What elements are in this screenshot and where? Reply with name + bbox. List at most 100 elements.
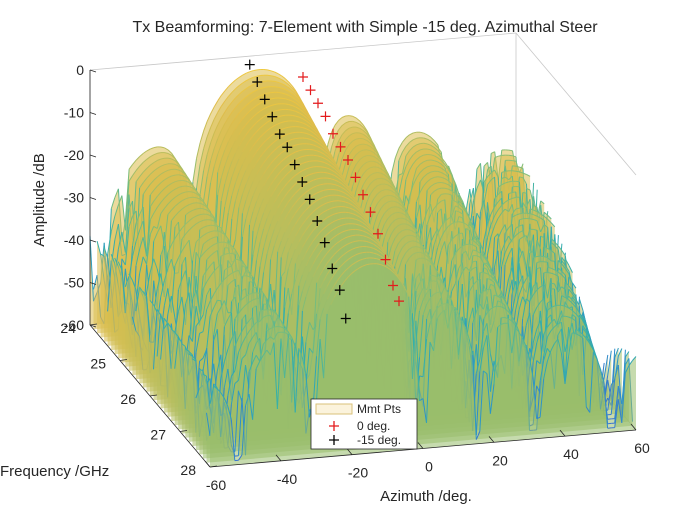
surface-mesh-line — [220, 183, 226, 201]
surface-mesh-line — [359, 120, 364, 126]
surface-mesh-line — [433, 265, 438, 273]
surface-mesh-line — [245, 110, 250, 116]
surface-mesh-line — [302, 111, 307, 116]
surface-mesh-line — [270, 70, 275, 73]
surface-mesh-line — [355, 159, 361, 165]
surface-mesh-line — [302, 168, 307, 172]
surface-mesh-line — [437, 250, 442, 266]
surface-mesh-line — [185, 229, 190, 235]
surface-mesh-line — [494, 209, 499, 217]
surface-mesh-line — [362, 169, 368, 175]
surface-mesh-line — [490, 360, 495, 392]
surface-mesh-line — [263, 218, 268, 230]
surface-mesh-line — [185, 220, 190, 225]
surface-mesh-line — [273, 342, 278, 410]
surface-mesh-line — [320, 196, 325, 200]
surface-mesh-line — [280, 326, 285, 329]
surface-mesh-line — [440, 280, 445, 287]
surface-mesh-line — [188, 182, 194, 186]
surface-mesh-line — [195, 221, 201, 225]
surface-mesh-line — [553, 338, 559, 345]
surface-mesh-line — [352, 213, 356, 216]
surface-mesh-line — [213, 313, 218, 335]
surface-mesh-line — [518, 236, 524, 240]
surface-mesh-line — [429, 293, 435, 299]
surface-mesh-line — [181, 343, 186, 347]
surface-mesh-line — [231, 153, 236, 162]
surface-mesh-line — [312, 208, 318, 213]
surface-mesh-line — [543, 211, 549, 216]
surface-mesh-line — [614, 364, 619, 379]
surface-mesh-line — [249, 292, 253, 295]
z-tick-label: 0 — [76, 62, 84, 78]
surface-mesh-line — [383, 265, 388, 269]
surface-mesh-line — [146, 219, 151, 257]
surface-mesh-line — [231, 97, 236, 103]
surface-mesh-line — [430, 190, 435, 196]
surface-mesh-line — [273, 195, 279, 203]
surface-mesh-line — [245, 320, 250, 326]
surface-mesh-line — [280, 320, 286, 327]
surface-mesh-line — [578, 334, 584, 339]
surface-mesh-line — [323, 262, 328, 270]
surface-mesh-line — [227, 259, 233, 267]
surface-mesh-line — [263, 191, 268, 199]
surface-mesh-line — [234, 249, 240, 257]
surface-mesh-line — [494, 169, 499, 178]
surface-mesh-line — [434, 176, 438, 178]
surface-mesh-line — [153, 207, 158, 214]
surface-mesh-line — [444, 174, 449, 178]
surface-mesh-line — [167, 244, 172, 253]
surface-mesh-line — [295, 198, 300, 204]
surface-mesh-line — [139, 256, 144, 275]
surface-mesh-line — [323, 313, 328, 379]
surface-mesh-line — [238, 330, 243, 338]
surface-mesh-line — [390, 264, 396, 271]
surface-mesh-line — [263, 157, 268, 164]
surface-mesh-line — [249, 84, 254, 87]
surface-mesh-line — [323, 189, 328, 191]
surface-mesh-line — [444, 187, 449, 190]
surface-mesh-line — [430, 136, 435, 141]
surface-mesh-line — [163, 268, 169, 282]
surface-mesh-line — [362, 264, 367, 267]
surface-mesh-line — [220, 111, 226, 119]
surface-mesh-line — [578, 330, 584, 335]
surface-mesh-line — [319, 268, 325, 276]
surface-mesh-line — [564, 356, 569, 384]
surface-mesh-line — [312, 246, 318, 253]
surface-mesh-line — [277, 77, 282, 81]
surface-mesh-line — [284, 328, 289, 333]
surface-mesh-line — [266, 184, 272, 192]
surface-mesh-line — [298, 213, 303, 219]
surface-mesh-line — [199, 170, 205, 195]
surface-mesh-line — [373, 247, 378, 251]
surface-mesh-line — [266, 135, 272, 140]
surface-mesh-line — [298, 170, 303, 174]
surface-mesh-line — [313, 140, 318, 143]
surface-mesh-line — [245, 102, 251, 106]
surface-mesh-line — [380, 160, 385, 167]
surface-mesh-line — [390, 269, 395, 274]
surface-mesh-line — [493, 250, 499, 268]
surface-mesh-line — [249, 195, 254, 207]
surface-mesh-line — [344, 192, 349, 197]
surface-mesh-line — [319, 280, 325, 289]
surface-mesh-line — [426, 203, 432, 212]
surface-mesh-line — [408, 224, 413, 229]
surface-mesh-line — [319, 293, 325, 303]
surface-mesh-line — [589, 351, 594, 413]
surface-mesh-line — [202, 348, 208, 371]
surface-mesh-line — [227, 112, 233, 118]
surface-mesh-line — [330, 228, 335, 232]
surface-mesh-line — [370, 150, 375, 154]
surface-mesh-line — [260, 87, 265, 90]
surface-mesh-line — [429, 313, 435, 324]
surface-mesh-line — [557, 328, 562, 336]
surface-mesh-line — [504, 254, 510, 266]
surface-mesh-line — [153, 146, 158, 149]
surface-mesh-line — [501, 170, 506, 173]
surface-mesh-line — [359, 132, 364, 135]
surface-mesh-line — [302, 114, 307, 119]
surface-mesh-line — [181, 198, 186, 202]
